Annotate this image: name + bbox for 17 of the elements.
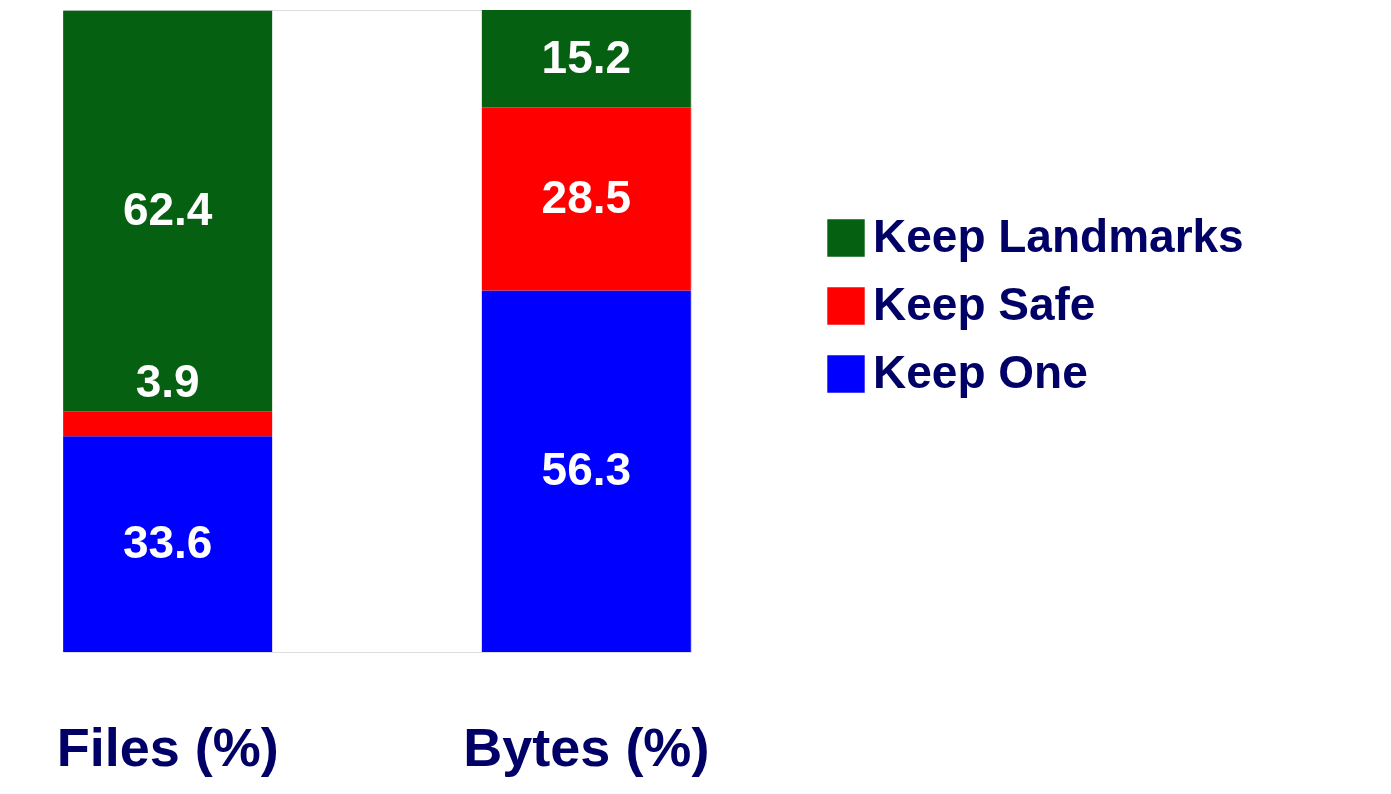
legend-label: Keep Safe: [873, 278, 1096, 330]
data-label: 28.5: [541, 171, 632, 224]
data-label: 56.3: [541, 443, 632, 496]
bar: [481, 10, 691, 108]
x-tick-label: Bytes (%): [463, 716, 710, 777]
bar: [481, 107, 691, 291]
data-label: 15.2: [541, 30, 632, 83]
data-label: 3.9: [135, 355, 200, 408]
legend-label: Keep Landmarks: [873, 210, 1244, 262]
bar: [63, 10, 273, 412]
legend-label: Keep One: [873, 346, 1088, 398]
bar: [481, 290, 691, 652]
bar: [63, 411, 273, 437]
data-label: 33.6: [122, 516, 213, 569]
x-tick-label: Files (%): [56, 716, 279, 777]
bar: [63, 436, 273, 652]
data-label: 62.4: [122, 182, 213, 235]
